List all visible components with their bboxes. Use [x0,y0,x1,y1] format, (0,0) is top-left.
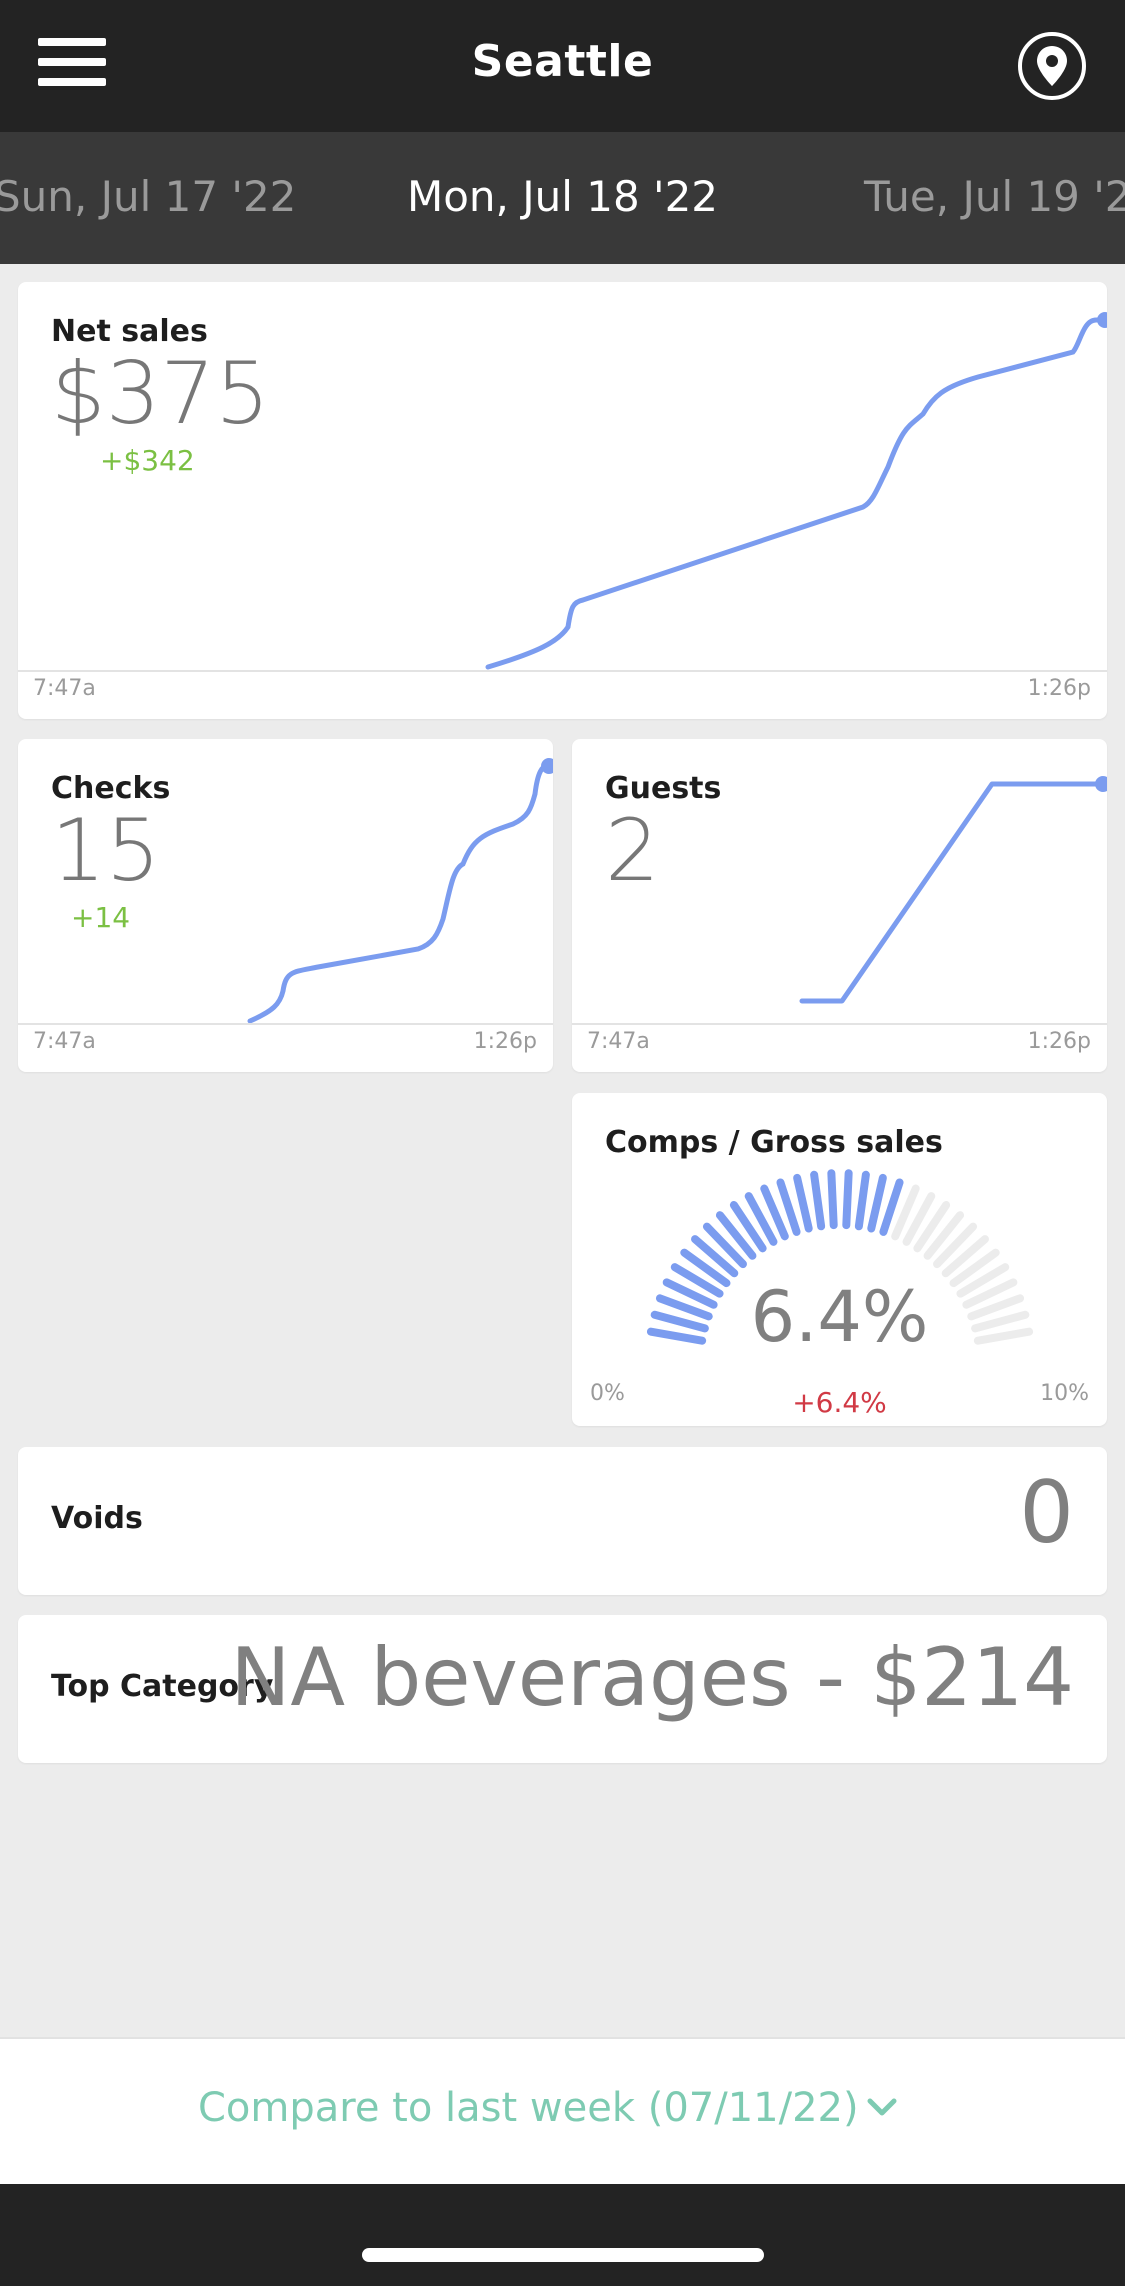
gauge-tick [956,1263,1010,1298]
net-sales-title: Net sales [51,314,208,349]
chevron-down-icon [867,2098,897,2116]
voids-value: 0 [1019,1463,1074,1563]
top-category-card[interactable]: Top Category NA beverages - $214 [18,1615,1107,1763]
guests-value: 2 [605,801,660,901]
checks-value: 15 [51,801,161,901]
gauge-tick [760,1184,789,1241]
gauge-max-label: 10% [1040,1381,1089,1406]
guests-sparkline [799,776,1107,1004]
checks-card[interactable]: Checks 15 +14 7:47a 1:26p [18,739,553,1072]
checks-title: Checks [51,771,171,806]
voids-label: Voids [51,1501,143,1536]
gauge-min-label: 0% [590,1381,625,1406]
gauge-tick [662,1278,718,1309]
net-sales-card[interactable]: Net sales $375 +$342 7:47a 1:26p [18,282,1107,719]
checks-x-start: 7:47a [33,1029,96,1054]
guests-title: Guests [605,771,722,806]
gauge-tick [655,1294,713,1321]
top-category-value: NA beverages - $214 [230,1631,1074,1724]
comps-gauge-card[interactable]: Comps / Gross sales 6.4% +6.4% 0% 10% [572,1093,1107,1426]
gauge-tick [949,1248,1000,1288]
gauge-tick [702,1222,747,1269]
gauge-tick [902,1192,936,1246]
compare-to-last-week-button[interactable]: Compare to last week (07/11/22) [0,2037,1125,2186]
comps-value: 6.4% [750,1276,929,1358]
gauge-tick [744,1192,778,1246]
compare-label: Compare to last week (07/11/22) [198,2085,859,2131]
comps-title: Comps / Gross sales [605,1125,943,1160]
date-selector: Sun, Jul 17 '22 Mon, Jul 18 '22 Tue, Jul… [0,132,1125,264]
gauge-tick [854,1170,870,1231]
gauge-tick [827,1169,838,1230]
location-pin-icon[interactable] [1016,30,1088,102]
gauge-tick [973,1327,1034,1345]
gauge-tick [842,1169,853,1230]
home-indicator[interactable] [362,2248,764,2262]
gauge-tick [879,1178,904,1236]
gauge-tick [776,1178,801,1236]
gauge-tick [923,1211,965,1260]
gauge-tick [941,1235,989,1278]
gauge-tick [810,1170,826,1231]
checks-delta: +14 [71,901,131,934]
gauge-tick [670,1263,724,1298]
gauge-tick [650,1310,709,1333]
comps-delta: +6.4% [792,1386,887,1419]
net-sales-x-start: 7:47a [33,676,96,701]
net-sales-delta: +$342 [100,444,195,477]
gauge-tick [646,1327,707,1345]
net-sales-sparkline [485,312,1107,670]
guests-card[interactable]: Guests 2 7:47a 1:26p [572,739,1107,1072]
top-category-label: Top Category [51,1669,274,1704]
hamburger-menu-icon[interactable] [38,34,106,90]
gauge-tick [729,1200,767,1253]
gauge-tick [933,1222,978,1269]
gauge-tick [971,1310,1030,1333]
gauge-tick [793,1173,813,1233]
gauge-tick [691,1235,739,1278]
gauge-tick [967,1294,1025,1321]
page-title: Seattle [471,36,654,87]
net-sales-value: $375 [51,344,270,444]
gauge-tick [680,1248,731,1288]
gauge-tick [913,1200,951,1253]
voids-card[interactable]: Voids 0 [18,1447,1107,1595]
net-sales-x-end: 1:26p [1027,676,1091,701]
checks-x-end: 1:26p [473,1029,537,1054]
guests-x-end: 1:26p [1027,1029,1091,1054]
previous-date[interactable]: Sun, Jul 17 '22 [0,172,297,221]
checks-sparkline [247,758,553,1024]
guests-x-start: 7:47a [587,1029,650,1054]
current-date[interactable]: Mon, Jul 18 '22 [406,172,719,221]
top-bar: Seattle [0,0,1125,132]
gauge-tick [891,1184,920,1241]
home-indicator-area [0,2184,1125,2286]
next-date[interactable]: Tue, Jul 19 '22 [864,172,1125,221]
gauge-tick [715,1211,757,1260]
comps-gauge [646,1169,1034,1345]
gauge-tick [867,1173,887,1233]
gauge-tick [962,1278,1018,1309]
